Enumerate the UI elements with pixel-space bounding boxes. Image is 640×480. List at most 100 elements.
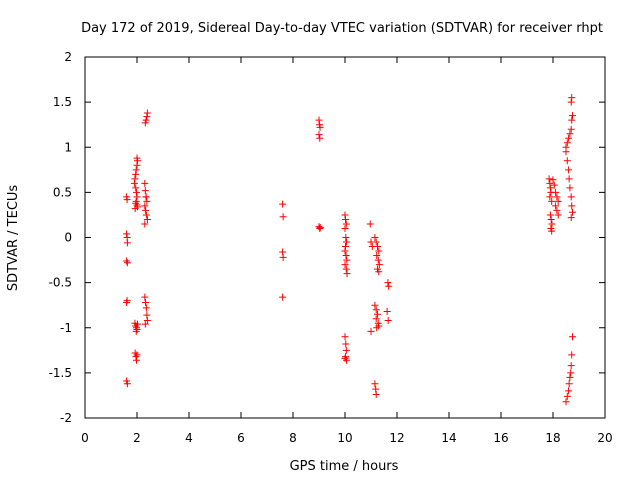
y-tick-label: 1 — [64, 140, 72, 154]
data-point-marker — [132, 322, 140, 330]
data-point-marker — [372, 306, 380, 314]
data-point-marker — [371, 301, 379, 309]
data-point-marker — [143, 113, 151, 121]
data-point-marker — [143, 317, 151, 325]
data-point-marker — [342, 252, 350, 260]
data-point-marker — [341, 247, 349, 255]
data-point-marker — [562, 148, 570, 156]
x-tick-label: 4 — [185, 431, 193, 445]
chart-title: Day 172 of 2019, Sidereal Day-to-day VTE… — [81, 21, 603, 36]
x-tick-label: 20 — [597, 431, 612, 445]
data-point-marker — [132, 166, 140, 174]
y-axis-label: SDTVAR / TECUs — [6, 185, 21, 292]
data-point-marker — [123, 230, 131, 238]
data-point-marker — [316, 123, 324, 131]
data-point-marker — [131, 349, 139, 357]
data-point-marker — [131, 175, 139, 183]
data-point-marker — [133, 326, 141, 334]
data-point-marker — [279, 293, 287, 301]
data-point-marker — [565, 175, 573, 183]
data-point-marker — [279, 213, 287, 221]
data-point-marker — [132, 170, 140, 178]
data-point-marker — [568, 202, 576, 210]
data-point-marker — [315, 223, 323, 231]
x-tick-label: 16 — [493, 431, 508, 445]
data-point-marker — [343, 256, 351, 264]
data-point-marker — [123, 196, 131, 204]
data-point-marker — [566, 130, 574, 138]
data-point-marker — [342, 346, 350, 354]
data-point-marker — [123, 259, 131, 267]
y-tick-label: -1.5 — [49, 366, 72, 380]
x-tick-label: 0 — [81, 431, 89, 445]
x-tick-label: 8 — [289, 431, 297, 445]
y-tick-label: -1 — [60, 321, 72, 335]
data-series — [123, 94, 576, 406]
data-point-marker — [371, 380, 379, 388]
data-point-marker — [375, 261, 383, 269]
data-point-marker — [366, 220, 374, 228]
data-point-marker — [371, 234, 379, 241]
y-tick-label: -2 — [60, 411, 72, 425]
x-tick-label: 6 — [237, 431, 245, 445]
data-point-marker — [316, 134, 324, 142]
data-point-marker — [546, 179, 554, 187]
data-point-marker — [133, 161, 141, 169]
data-point-marker — [375, 247, 383, 255]
data-point-marker — [567, 98, 575, 106]
data-point-marker — [341, 224, 349, 232]
data-point-marker — [374, 310, 381, 318]
data-point-marker — [568, 116, 576, 124]
data-point-marker — [569, 112, 576, 120]
data-point-marker — [565, 134, 573, 142]
data-point-marker — [132, 197, 140, 205]
data-point-marker — [554, 211, 562, 219]
data-point-marker — [341, 211, 349, 219]
data-point-marker — [372, 385, 380, 393]
data-point-marker — [545, 175, 553, 183]
data-point-marker — [383, 308, 391, 316]
data-point-marker — [342, 220, 350, 228]
data-point-marker — [132, 356, 140, 364]
data-point-marker — [385, 282, 393, 290]
data-point-marker — [552, 188, 560, 196]
data-point-marker — [569, 333, 576, 341]
data-point-marker — [141, 293, 149, 301]
y-tick-label: -0.5 — [49, 276, 72, 290]
y-tick-label: 1.5 — [53, 95, 72, 109]
data-point-marker — [131, 205, 139, 213]
data-point-marker — [341, 261, 349, 269]
data-point-marker — [372, 391, 380, 399]
x-axis-label: GPS time / hours — [290, 459, 399, 474]
data-point-marker — [375, 268, 383, 276]
data-point-marker — [567, 369, 575, 377]
x-axis-ticks: 0 2 4 6 8 10 12 14 16 18 20 — [81, 57, 613, 445]
data-point-marker — [548, 220, 556, 228]
data-point-marker — [316, 224, 324, 232]
data-point-marker — [568, 351, 576, 359]
data-point-marker — [279, 248, 287, 256]
data-point-marker — [384, 317, 392, 325]
data-point-marker — [341, 333, 349, 341]
data-point-marker — [143, 215, 151, 223]
data-point-marker — [549, 176, 557, 184]
data-point-marker — [342, 243, 350, 251]
data-point-marker — [547, 215, 555, 223]
data-point-marker — [384, 279, 392, 287]
data-point-marker — [132, 184, 140, 192]
data-point-marker — [123, 297, 131, 305]
data-point-marker — [143, 109, 151, 117]
data-point-marker — [141, 179, 149, 187]
data-point-marker — [142, 193, 150, 201]
data-point-marker — [141, 320, 149, 328]
data-point-marker — [342, 265, 350, 273]
data-point-marker — [565, 387, 573, 395]
data-point-marker — [130, 179, 138, 187]
y-tick-label: 0.5 — [53, 185, 72, 199]
data-point-marker — [132, 188, 140, 196]
data-point-marker — [566, 184, 574, 192]
data-point-marker — [550, 181, 558, 189]
data-point-marker — [343, 356, 351, 364]
data-point-marker — [142, 206, 150, 214]
data-point-marker — [567, 193, 575, 201]
